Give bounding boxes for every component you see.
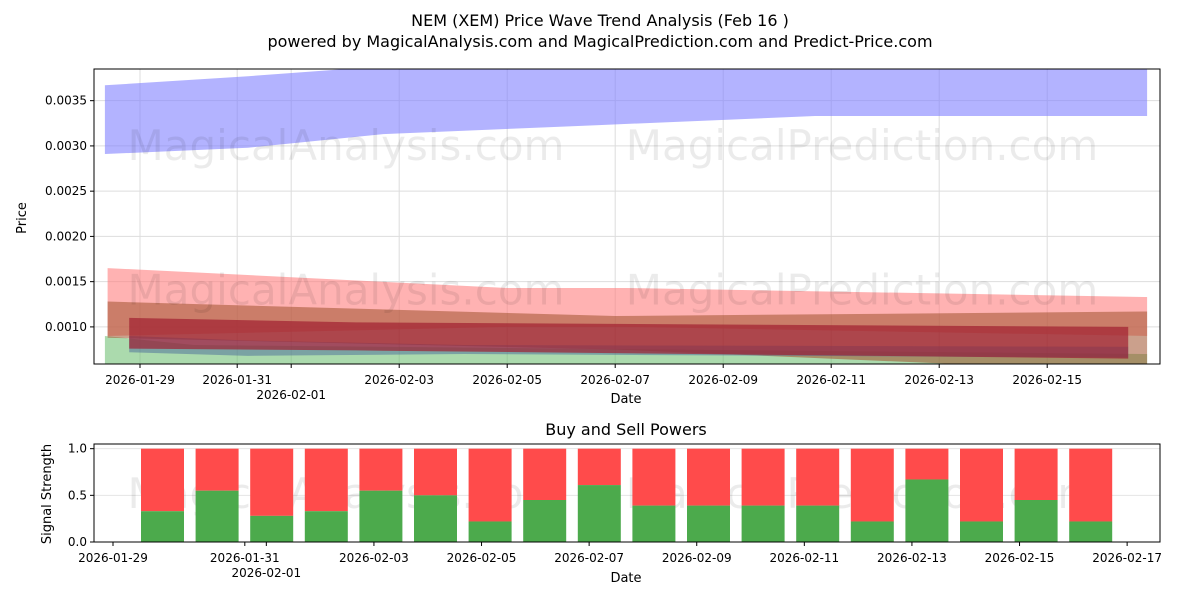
xtick-label: 2026-02-05 [447,551,517,565]
ytick-label: 0.0010 [45,320,87,334]
chart-title: NEM (XEM) Price Wave Trend Analysis (Feb… [411,11,789,30]
xtick-label: 2026-01-29 [78,551,148,565]
buy-bar [523,500,567,542]
sell-bar [960,448,1003,522]
ytick-label: 0.0035 [45,94,87,108]
sell-bar [523,448,567,500]
band-blue [104,69,1148,155]
xtick-label: 2026-02-03 [364,373,434,387]
chart-subtitle: powered by MagicalAnalysis.com and Magic… [267,32,932,51]
xtick-label: 2026-02-01 [231,566,301,580]
xtick-label: 2026-01-31 [210,551,280,565]
buy-bar [632,505,676,542]
ytick-label: 0.0020 [45,229,87,243]
buy-bar [577,485,621,542]
xtick-label: 2026-02-15 [1012,373,1082,387]
xtick-label: 2026-02-09 [688,373,758,387]
sell-bar [850,448,894,522]
watermark: MagicalPrediction.com [626,266,1099,315]
xtick-label: 2026-02-03 [339,551,409,565]
xtick-label: 2026-02-07 [580,373,650,387]
sell-bar [687,448,730,506]
xtick-label: 2026-02-07 [554,551,624,565]
buy-bar [687,505,730,542]
ytick-label: 0.0 [68,535,87,549]
buy-bar [359,490,403,542]
xtick-label: 2026-02-05 [472,373,542,387]
ytick-label: 0.0025 [45,184,87,198]
xtick-label: 2026-02-13 [877,551,947,565]
buy-bar [195,490,239,542]
sell-bar [1014,448,1058,500]
top-ylabel: Price [15,202,30,234]
bottom-ylabel: Signal Strength [40,444,55,544]
xtick-label: 2026-02-09 [662,551,732,565]
xtick-label: 2026-01-29 [105,373,175,387]
buy-bar [304,511,348,542]
ytick-label: 1.0 [68,442,87,456]
bottom-xlabel: Date [610,571,641,586]
sell-bar [741,448,785,506]
buy-bar [468,521,512,542]
bottom-title: Buy and Sell Powers [545,420,707,439]
buy-bar [141,511,184,542]
sell-bar [414,448,457,496]
xtick-label: 2026-02-11 [769,551,839,565]
band-darkred [129,317,1129,359]
buy-bar [905,479,949,542]
bands [104,69,1148,364]
sell-bar [195,448,239,491]
plot-frame [93,68,1161,365]
buy-bar [250,515,294,542]
sell-bar [577,448,621,486]
sell-bar [1069,448,1113,522]
sell-bar [304,448,348,512]
sell-bar [250,448,294,516]
sell-bar [632,448,676,506]
sell-bar [141,448,184,512]
xtick-label: 2026-02-15 [985,551,1055,565]
sell-bar [468,448,512,522]
ytick-label: 0.0030 [45,139,87,153]
buy-bar [1014,500,1058,542]
watermark: MagicalAnalysis.com [128,266,565,315]
buy-bar [850,521,894,542]
sell-bar [796,448,840,506]
buy-bar [414,495,457,542]
xtick-label: 2026-02-17 [1092,551,1162,565]
xtick-label: 2026-02-11 [796,373,866,387]
top-xlabel: Date [610,392,641,407]
xtick-label: 2026-01-31 [202,373,272,387]
watermark: MagicalAnalysis.com [128,121,565,170]
plot-frame [93,443,1161,543]
xtick-label: 2026-02-01 [256,388,326,402]
ytick-label: 0.0015 [45,275,87,289]
buy-bar [796,505,840,542]
watermark: MagicalPrediction.com [626,121,1099,170]
ytick-label: 0.5 [68,488,87,502]
buy-bar [1069,521,1113,542]
sell-bar [905,448,949,480]
buy-bar [960,521,1003,542]
xtick-label: 2026-02-13 [904,373,974,387]
sell-bar [359,448,403,491]
buy-bar [741,505,785,542]
